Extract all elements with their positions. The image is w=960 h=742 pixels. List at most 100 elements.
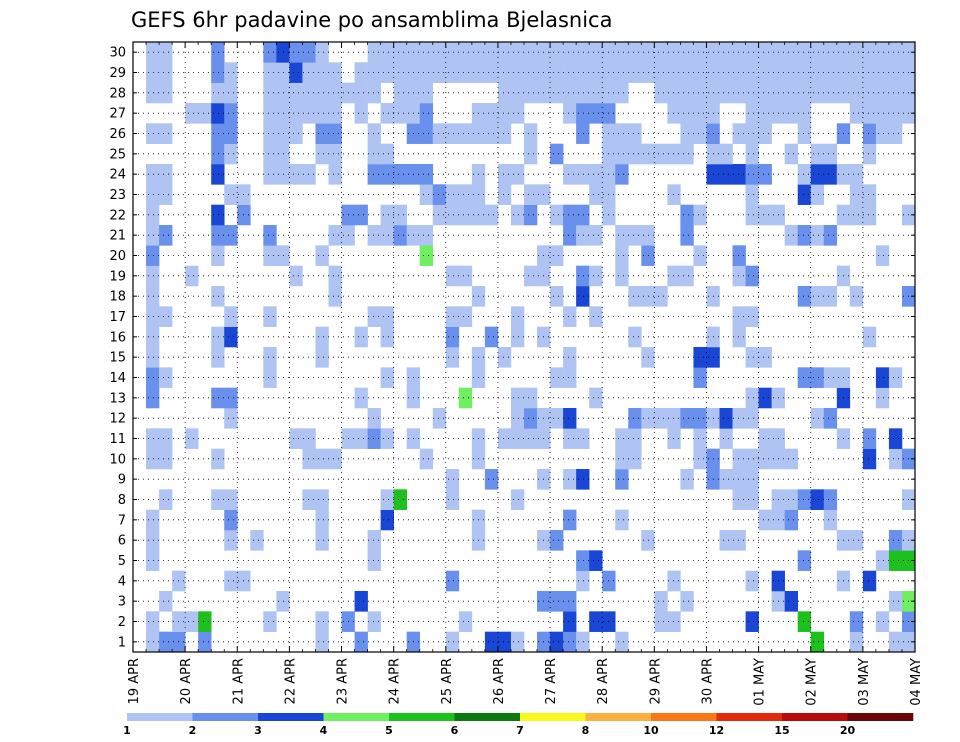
heatmap-cell — [810, 164, 825, 185]
heatmap-cell — [732, 448, 746, 470]
heatmap-cell — [263, 62, 277, 83]
heatmap-cell — [510, 82, 525, 104]
heatmap-cell — [510, 428, 525, 449]
heatmap-cell — [211, 245, 225, 266]
heatmap-cell — [784, 42, 798, 63]
heatmap-cell — [745, 143, 759, 165]
heatmap-cell — [432, 62, 447, 83]
heatmap-cell — [680, 469, 694, 490]
heatmap-cell — [810, 408, 825, 429]
heatmap-cell — [732, 164, 746, 185]
heatmap-cell — [419, 184, 434, 205]
legend-swatch — [127, 713, 193, 721]
heatmap-cell — [263, 225, 277, 246]
heatmap-cell — [615, 123, 629, 144]
heatmap-cell — [823, 286, 838, 307]
heatmap-cell — [862, 570, 877, 592]
heatmap-cell — [146, 306, 160, 327]
heatmap-cell — [550, 286, 564, 307]
heatmap-cell — [328, 225, 342, 246]
heatmap-cell — [888, 62, 903, 83]
heatmap-cell — [849, 530, 864, 551]
heatmap-cell — [667, 428, 681, 449]
heatmap-cell — [823, 225, 838, 246]
heatmap-cell — [589, 265, 603, 287]
heatmap-cell — [576, 42, 590, 63]
heatmap-cell — [419, 42, 434, 63]
heatmap-cell — [211, 204, 225, 226]
heatmap-cell — [524, 204, 538, 226]
heatmap-cell — [732, 326, 746, 348]
heatmap-cell — [354, 82, 368, 104]
heatmap-cell — [810, 286, 825, 307]
heatmap-cell — [862, 42, 877, 63]
heatmap-cell — [380, 143, 394, 165]
heatmap-cell — [667, 82, 681, 104]
heatmap-cell — [432, 123, 447, 144]
heatmap-cell — [680, 42, 694, 63]
heatmap-cell — [198, 631, 212, 653]
heatmap-cell — [445, 347, 460, 368]
heatmap-cell — [875, 82, 890, 104]
heatmap-cell — [589, 306, 603, 327]
heatmap-cell — [849, 62, 864, 83]
heatmap-cell — [224, 509, 238, 531]
heatmap-cell — [563, 42, 577, 63]
heatmap-cell — [823, 42, 838, 63]
heatmap-cell — [784, 509, 798, 531]
heatmap-cell — [862, 184, 877, 205]
heatmap-cell — [497, 123, 512, 144]
heatmap-cell — [497, 103, 512, 124]
heatmap-cell — [745, 489, 759, 510]
x-axis: 19 APR 20 APR 21 APR 22 APR 23 APR 24 APR 25 A… — [127, 42, 924, 706]
heatmap-cell — [458, 42, 473, 63]
heatmap-cell — [419, 82, 434, 104]
legend-swatch — [585, 713, 652, 721]
heatmap-cell — [315, 509, 329, 531]
heatmap-cell — [641, 245, 655, 266]
heatmap-cell — [159, 489, 173, 510]
heatmap-cell — [302, 42, 316, 63]
y-tick-label: 18 — [109, 290, 126, 305]
y-tick-label: 6 — [118, 534, 126, 549]
heatmap-cell — [328, 143, 342, 165]
heatmap-cell — [302, 489, 316, 510]
heatmap-cell — [484, 103, 499, 124]
heatmap-cell — [289, 82, 303, 104]
heatmap-cell — [211, 347, 225, 368]
heatmap-cell — [432, 184, 447, 205]
heatmap-cell — [732, 123, 746, 144]
heatmap-cell — [784, 143, 798, 165]
heatmap-cell — [367, 550, 381, 571]
heatmap-cell — [732, 489, 746, 510]
heatmap-cell — [224, 143, 238, 165]
heatmap-cell — [693, 42, 707, 63]
x-tick-label: 29 APR — [648, 658, 663, 704]
heatmap-cell — [680, 204, 694, 226]
heatmap-cell — [849, 42, 864, 63]
y-tick-label: 20 — [109, 249, 126, 264]
heatmap-cell — [628, 143, 642, 165]
heatmap-cell — [745, 570, 759, 592]
heatmap-cell — [328, 448, 342, 470]
heatmap-cell — [146, 245, 160, 266]
heatmap-cell — [185, 428, 199, 449]
x-tick-label: 19 APR — [127, 658, 142, 704]
heatmap-cell — [458, 611, 473, 632]
heatmap-cell — [263, 42, 277, 63]
heatmap-cell — [484, 42, 499, 63]
heatmap-cell — [732, 469, 746, 490]
heatmap-cell — [589, 103, 603, 124]
heatmap-cell — [862, 326, 877, 348]
heatmap-cell — [641, 347, 655, 368]
heatmap-cell — [224, 326, 238, 348]
heatmap-cell — [159, 62, 173, 83]
heatmap-cell — [823, 62, 838, 83]
heatmap-cell — [328, 82, 342, 104]
heatmap-cell — [810, 62, 825, 83]
heatmap-cell — [211, 103, 225, 124]
heatmap-cell — [680, 123, 694, 144]
heatmap-cell — [576, 164, 590, 185]
heatmap-cell — [823, 367, 838, 388]
y-tick-label: 26 — [109, 127, 126, 142]
